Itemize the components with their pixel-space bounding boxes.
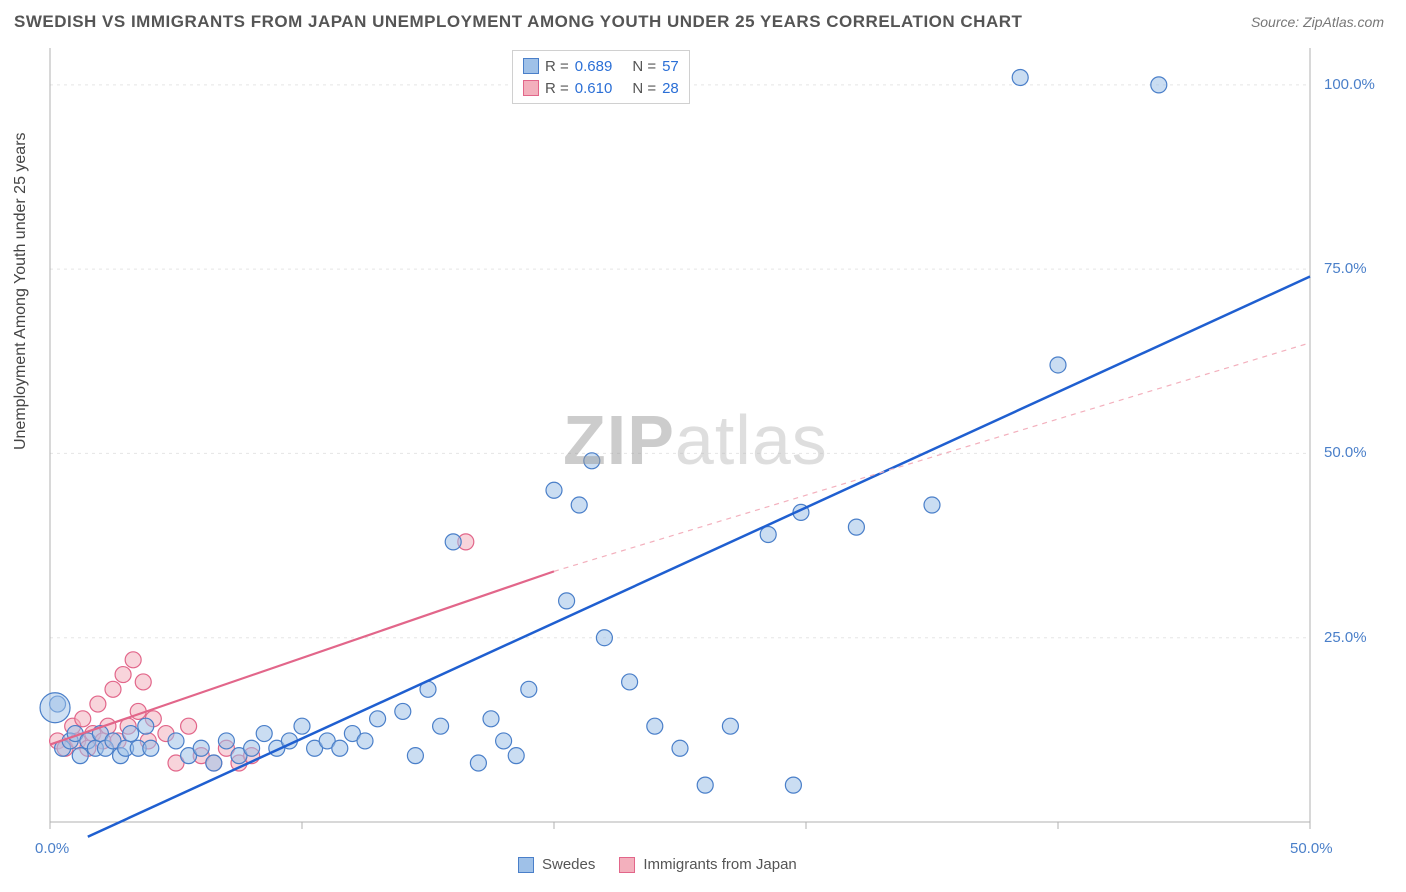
correlation-legend: R = 0.689 N = 57 R = 0.610 N = 28 (512, 50, 690, 104)
legend-swatch (619, 857, 635, 873)
x-tick-label: 0.0% (35, 840, 69, 857)
n-label: N = (632, 58, 656, 75)
legend-row: R = 0.689 N = 57 (523, 55, 679, 77)
r-label: R = (545, 80, 569, 97)
legend-row: R = 0.610 N = 28 (523, 77, 679, 99)
n-value: 28 (662, 80, 679, 97)
scatter-plot (0, 0, 1406, 892)
legend-label: Immigrants from Japan (643, 856, 796, 873)
y-tick-label: 25.0% (1324, 629, 1367, 646)
y-tick-label: 75.0% (1324, 260, 1367, 277)
legend-swatch (518, 857, 534, 873)
r-value: 0.689 (575, 58, 613, 75)
x-tick-label: 50.0% (1290, 840, 1333, 857)
legend-swatch (523, 80, 539, 96)
r-value: 0.610 (575, 80, 613, 97)
n-label: N = (632, 80, 656, 97)
n-value: 57 (662, 58, 679, 75)
legend-swatch (523, 58, 539, 74)
y-tick-label: 50.0% (1324, 444, 1367, 461)
y-tick-label: 100.0% (1324, 76, 1375, 93)
series-legend: Swedes Immigrants from Japan (518, 856, 813, 873)
chart-container: SWEDISH VS IMMIGRANTS FROM JAPAN UNEMPLO… (0, 0, 1406, 892)
legend-label: Swedes (542, 856, 595, 873)
r-label: R = (545, 58, 569, 75)
